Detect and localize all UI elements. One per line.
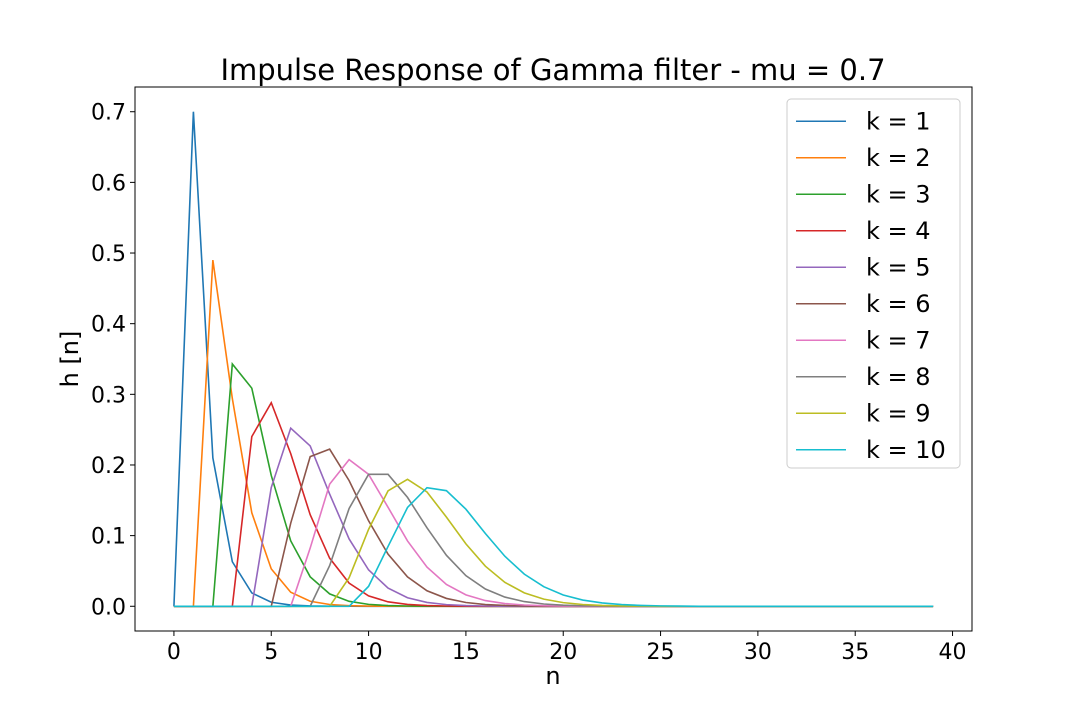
x-tick-label: 15 bbox=[452, 640, 480, 665]
legend-label-k-8: k = 8 bbox=[866, 363, 931, 391]
x-axis-label: n bbox=[545, 662, 560, 690]
y-axis: 0.0 0.1 0.2 0.3 0.4 0.5 0.6 0.7 bbox=[91, 101, 135, 620]
legend-label-k-4: k = 4 bbox=[866, 217, 931, 245]
series-line-k-10 bbox=[173, 486, 934, 608]
x-tick-label: 35 bbox=[841, 640, 869, 665]
legend-label-k-6: k = 6 bbox=[866, 290, 931, 318]
legend-label-k-10: k = 10 bbox=[866, 436, 946, 464]
x-tick-label: 20 bbox=[549, 640, 577, 665]
plot-frame bbox=[134, 86, 973, 632]
y-tick-label: 0.7 bbox=[91, 101, 126, 126]
x-tick-label: 0 bbox=[167, 640, 181, 665]
legend-box bbox=[786, 98, 961, 469]
y-tick-label: 0.4 bbox=[91, 313, 126, 338]
legend-label-k-9: k = 9 bbox=[866, 399, 931, 427]
y-tick-label: 0.1 bbox=[91, 525, 126, 550]
y-tick-label: 0.0 bbox=[91, 595, 126, 620]
legend-label-k-7: k = 7 bbox=[866, 326, 931, 354]
x-tick-label: 5 bbox=[264, 640, 278, 665]
x-tick-label: 10 bbox=[355, 640, 383, 665]
y-tick-label: 0.5 bbox=[91, 242, 126, 267]
x-tick-label: 25 bbox=[647, 640, 675, 665]
legend-label-k-3: k = 3 bbox=[866, 180, 931, 208]
legend: k = 1 k = 2 k = 3 k = 4 k = 5 k = 6 k = 7 k = 8… bbox=[786, 98, 961, 469]
legend-label-k-1: k = 1 bbox=[866, 107, 931, 135]
y-tick-label: 0.6 bbox=[91, 171, 126, 196]
x-tick-label: 40 bbox=[939, 640, 967, 665]
series-layer bbox=[173, 111, 934, 608]
x-tick-label: 30 bbox=[744, 640, 772, 665]
x-axis: 0 5 10 15 20 25 30 35 40 bbox=[167, 631, 967, 665]
legend-label-k-5: k = 5 bbox=[866, 253, 931, 281]
y-tick-label: 0.2 bbox=[91, 454, 126, 479]
legend-label-k-2: k = 2 bbox=[866, 144, 931, 172]
chart-title: Impulse Response of Gamma filter - mu = … bbox=[220, 53, 885, 87]
y-axis-label: h [n] bbox=[56, 331, 84, 388]
y-tick-label: 0.3 bbox=[91, 383, 126, 408]
